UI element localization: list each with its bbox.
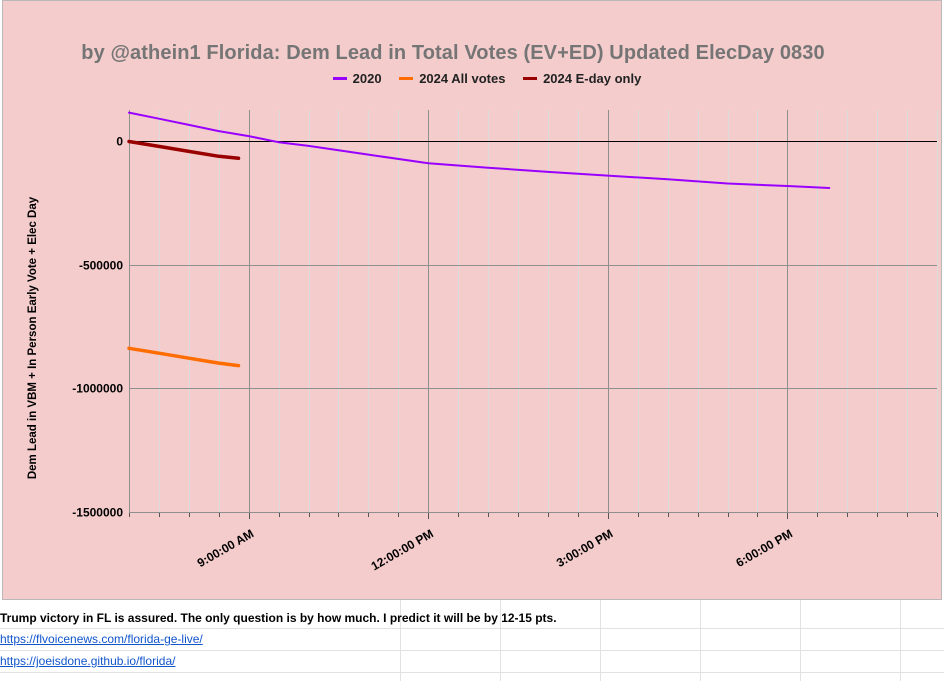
x-tick-label: 9:00:00 AM [195,526,256,570]
chart-legend: 2020 2024 All votes 2024 E-day only [0,71,944,86]
legend-item-2020[interactable]: 2020 [332,71,382,86]
legend-label-2024-all: 2024 All votes [419,71,506,86]
legend-swatch-2020 [332,77,347,81]
chart-title: by @athein1 Florida: Dem Lead in Total V… [81,42,825,64]
series-line-1 [128,111,831,189]
note-link-row-2: https://joeisdone.github.io/florida/ [0,654,175,668]
legend-swatch-2024-eday [523,77,538,81]
plot-area: 0 -500000 -1000000 -1500000 9:00:00 AM 12:00:… [72,110,938,573]
legend-label-2024-eday: 2024 E-day only [543,71,642,86]
legend-label-2020: 2020 [352,71,382,86]
x-tick-label: 12:00:00 PM [369,526,436,573]
x-tick-label: 6:00:00 PM [734,526,795,569]
note-link-row-1: https://flvoicenews.com/florida-ge-live/ [0,632,203,646]
x-tick-label: 3:00:00 PM [554,526,615,569]
note-comment: Trump victory in FL is assured. The only… [0,611,557,625]
source-link-joeisdone[interactable]: https://joeisdone.github.io/florida/ [0,654,176,668]
legend-swatch-2024-all [399,77,414,81]
legend-item-2024-all[interactable]: 2024 All votes [399,71,505,86]
note-comment-text: Trump victory in FL is assured. The only… [0,611,557,625]
y-tick-label: 0 [116,135,123,149]
series-line-3 [127,139,241,161]
legend-item-2024-eday[interactable]: 2024 E-day only [523,71,641,86]
series-line-2 [127,346,241,368]
y-tick-label: -500000 [79,259,123,273]
source-link-flvoicenews[interactable]: https://flvoicenews.com/florida-ge-live/ [0,632,203,646]
chart-container[interactable] [2,0,942,600]
y-tick-label: -1500000 [72,506,123,520]
y-tick-label: -1000000 [72,382,123,396]
